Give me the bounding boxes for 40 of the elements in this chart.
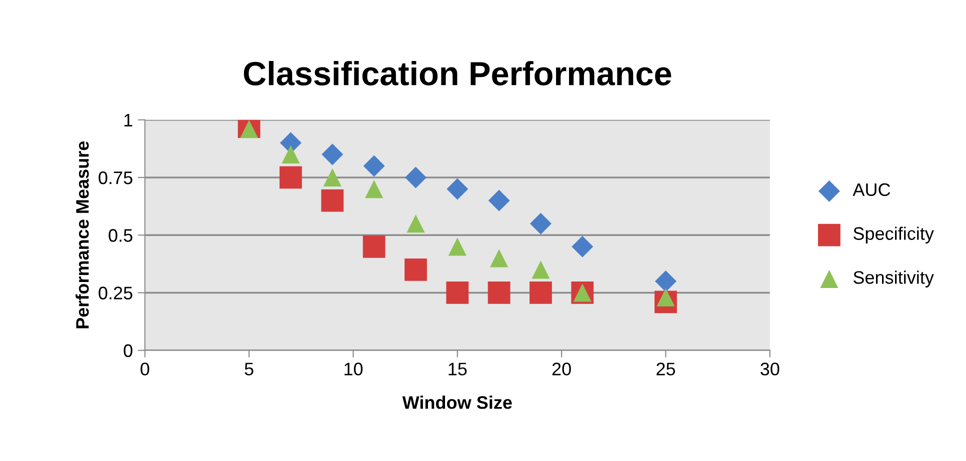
- point: [446, 178, 468, 200]
- legend-label: Sensitivity: [854, 270, 934, 288]
- legend-label: Specificity: [854, 226, 934, 244]
- point: [488, 190, 510, 212]
- y-tick-label: 0.75: [98, 171, 132, 184]
- y-tick-label: 1: [124, 114, 132, 126]
- point: [406, 214, 425, 233]
- point: [362, 235, 386, 258]
- point: [448, 238, 466, 256]
- point: [363, 155, 385, 177]
- point: [282, 145, 300, 164]
- point: [446, 282, 469, 304]
- point: [404, 258, 427, 281]
- point: [280, 166, 302, 189]
- chart-title: Classification Performance: [244, 60, 672, 86]
- point: [490, 249, 508, 268]
- legend-label: AUC: [852, 183, 890, 196]
- point: [365, 180, 384, 198]
- point: [654, 270, 676, 292]
- x-axis-title: Window Size: [402, 396, 512, 409]
- x-tick-label: 0: [140, 362, 150, 376]
- x-tick-label: 15: [448, 362, 467, 376]
- x-tick-label: 20: [552, 362, 571, 376]
- point: [322, 144, 344, 166]
- y-tick-label: 0.5: [108, 229, 132, 242]
- point: [530, 212, 552, 234]
- point: [321, 189, 344, 212]
- x-tick-label: 5: [244, 362, 254, 376]
- x-tick-label: 25: [656, 362, 676, 376]
- point: [404, 166, 426, 188]
- point: [530, 282, 552, 304]
- y-axis-title: Performance Measure: [76, 141, 89, 328]
- x-tick-label: 10: [344, 362, 363, 376]
- y-tick-label: 0: [124, 344, 132, 358]
- point: [572, 236, 594, 258]
- point: [488, 282, 510, 304]
- x-tick-label: 30: [760, 362, 780, 376]
- point: [323, 168, 342, 187]
- point: [532, 260, 550, 279]
- y-tick-label: 0.25: [98, 286, 132, 300]
